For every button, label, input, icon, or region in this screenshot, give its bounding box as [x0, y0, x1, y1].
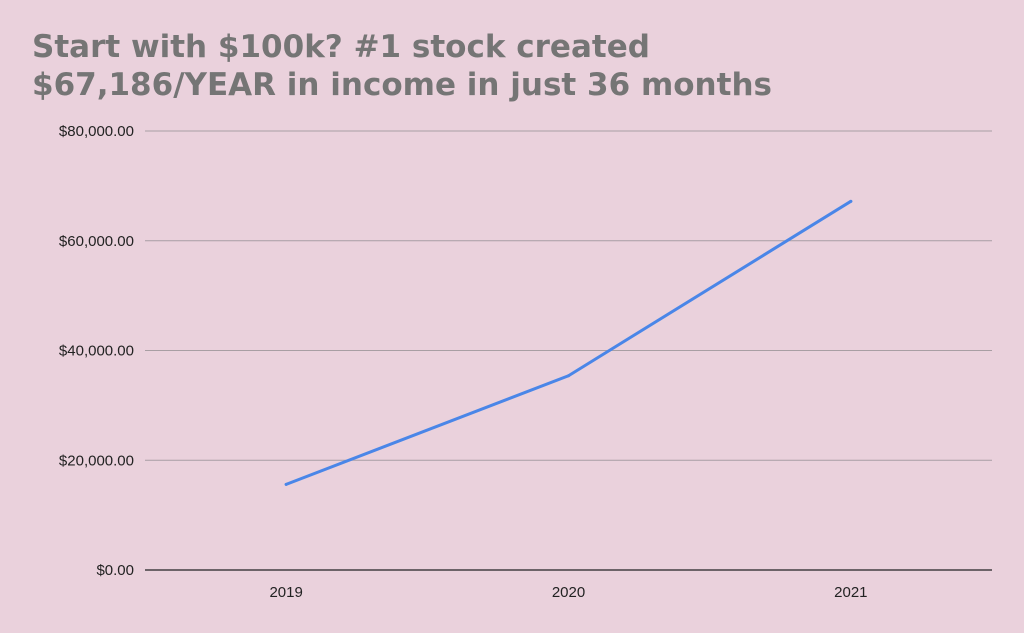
y-tick-label: $20,000.00	[59, 452, 134, 469]
y-tick-label: $40,000.00	[59, 343, 134, 360]
chart-title-line-1: Start with $100k? #1 stock created	[32, 29, 650, 65]
series-line	[284, 199, 853, 486]
chart-title: Start with $100k? #1 stock created $67,1…	[32, 28, 772, 104]
data-point	[567, 374, 570, 378]
chart-title-line-2: $67,186/YEAR in income in just 36 months	[32, 67, 772, 103]
data-point	[849, 199, 853, 203]
y-tick-label: $60,000.00	[59, 233, 134, 250]
x-tick-label: 2020	[552, 584, 585, 601]
x-tick-label: 2021	[834, 584, 867, 601]
data-point	[284, 482, 288, 486]
y-tick-label: $80,000.00	[59, 123, 134, 140]
y-tick-label: $0.00	[96, 562, 134, 579]
x-tick-label: 2019	[269, 584, 302, 601]
